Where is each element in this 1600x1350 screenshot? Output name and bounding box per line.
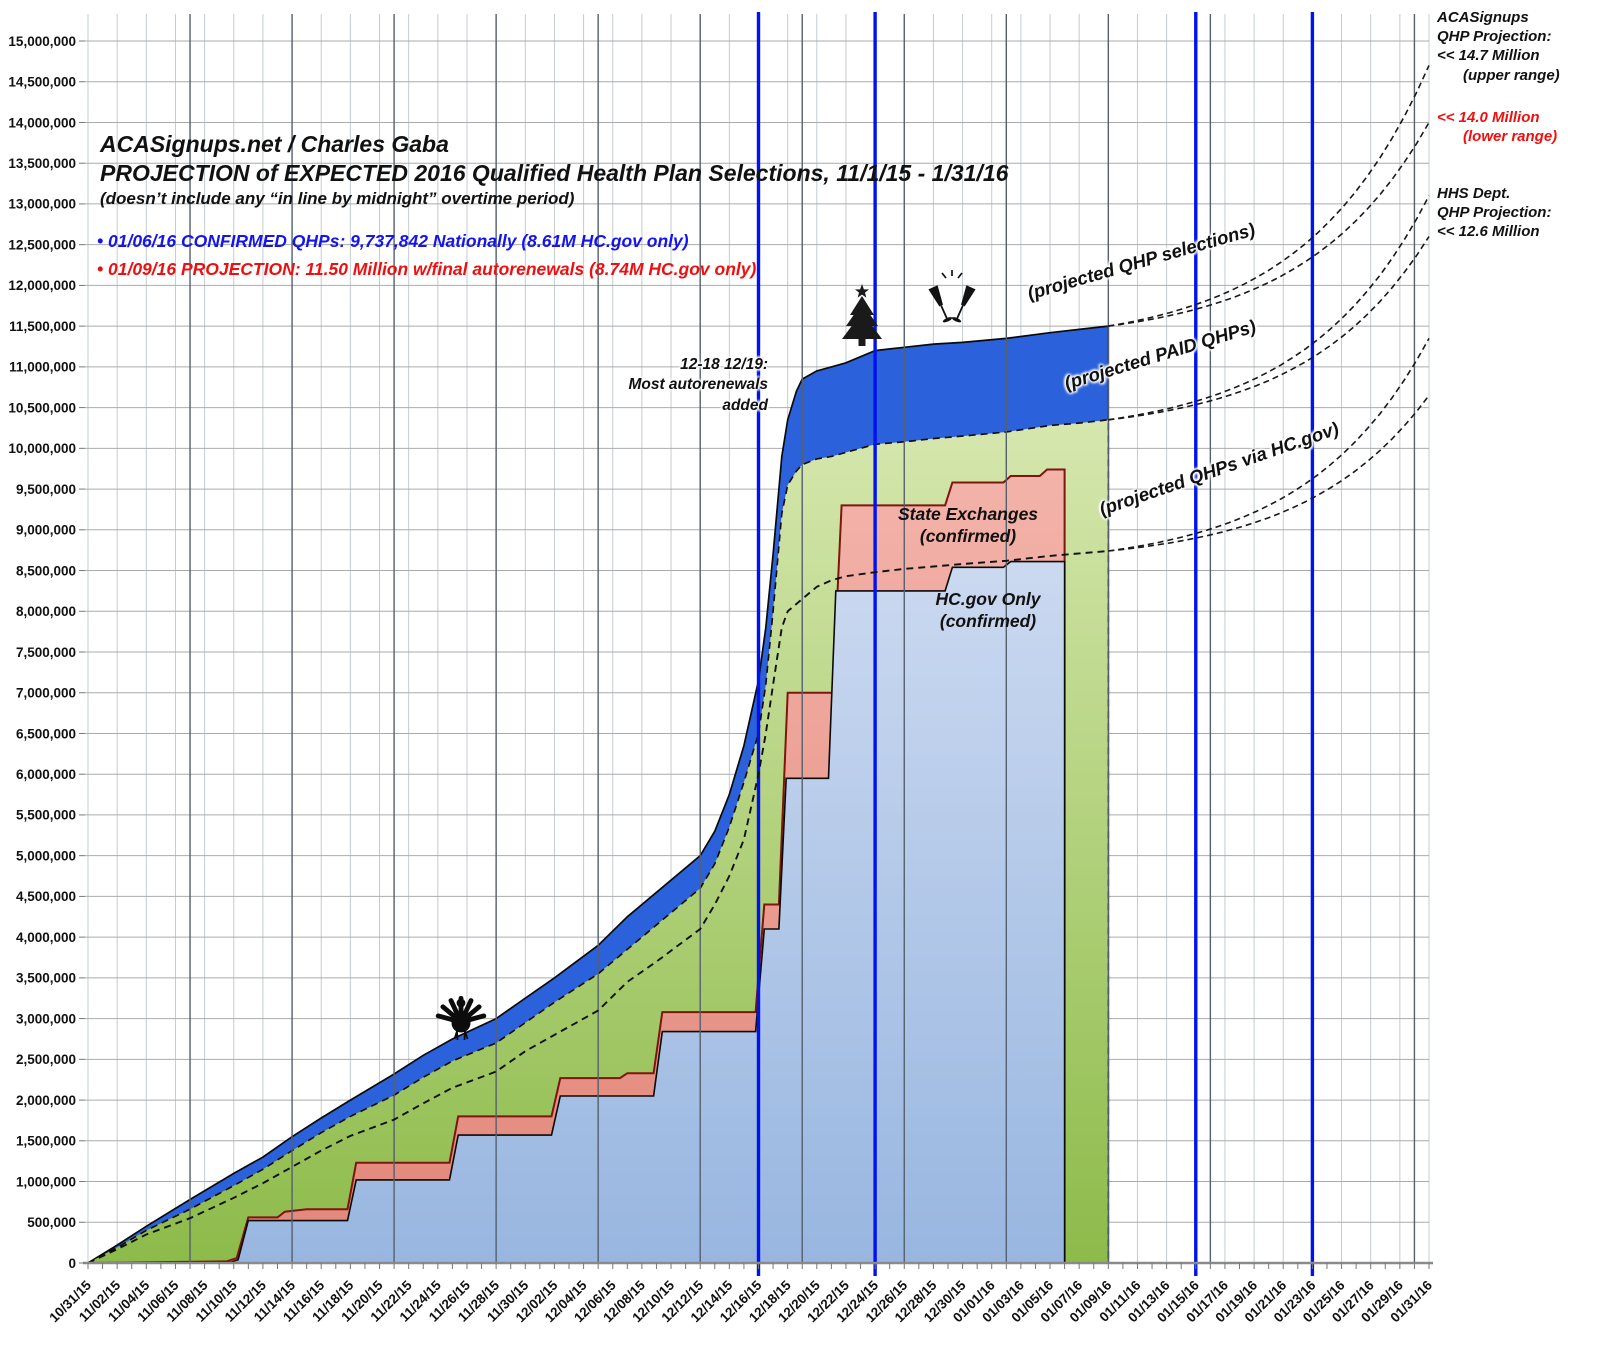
christmas-tree-icon: [842, 284, 882, 346]
y-tick-label: 13,000,000: [8, 197, 76, 212]
y-tick-label: 4,000,000: [16, 930, 76, 945]
y-tick-label: 12,500,000: [8, 237, 76, 252]
fan-projection-curve: [1108, 65, 1430, 327]
y-tick-label: 9,500,000: [16, 482, 76, 497]
autorenewals-note: 12-18 12/19: Most autorenewals added: [600, 355, 768, 416]
y-tick-label: 11,000,000: [9, 360, 76, 375]
fan-projection-curve: [1108, 394, 1430, 552]
y-tick-label: 10,500,000: [8, 400, 76, 415]
acasignups-projection-annotation: ACASignups QHP Projection: << 14.7 Milli…: [1437, 8, 1560, 85]
acas-proj-lower-value: << 14.0 Million: [1437, 109, 1540, 126]
acas-proj-line1: ACASignups: [1437, 9, 1529, 26]
y-tick-label: 14,500,000: [8, 75, 76, 90]
hhs-proj-line1: HHS Dept.: [1437, 185, 1511, 202]
autorenewals-note-line1: 12-18 12/19:: [680, 356, 768, 373]
y-tick-label: 9,000,000: [16, 523, 76, 538]
y-tick-label: 8,000,000: [16, 604, 76, 619]
hhs-proj-value: << 12.6 Million: [1437, 223, 1540, 241]
chart-title: PROJECTION of EXPECTED 2016 Qualified He…: [100, 160, 1009, 186]
y-tick-label: 500,000: [27, 1215, 76, 1230]
chart-subtitle: (doesn’t include any “in line by midnigh…: [100, 189, 575, 208]
y-tick-label: 5,000,000: [16, 848, 76, 863]
hcgov-only-label: HC.gov Only (confirmed): [888, 589, 1088, 633]
y-tick-label: 0: [68, 1256, 76, 1271]
state-exchanges-label: State Exchanges (confirmed): [868, 504, 1068, 548]
turkey-icon: [435, 996, 487, 1041]
y-tick-label: 1,000,000: [16, 1174, 76, 1189]
y-tick-label: 10,000,000: [8, 441, 76, 456]
autorenewals-note-line3: added: [722, 396, 768, 414]
fan-projection-curve: [1108, 236, 1430, 421]
y-tick-label: 7,500,000: [16, 645, 76, 660]
state-exchanges-label-line2: (confirmed): [919, 525, 1017, 546]
star-icon: [855, 284, 869, 298]
fan-projection-curve: [1108, 122, 1430, 327]
acasignups-lower-annotation: << 14.0 Million (lower range): [1437, 108, 1557, 146]
autorenewals-note-line2: Most autorenewals: [628, 376, 768, 394]
acas-proj-upper-value: << 14.7 Million: [1437, 47, 1540, 65]
y-tick-label: 11,500,000: [9, 319, 76, 334]
y-tick-label: 12,000,000: [8, 278, 76, 293]
y-tick-label: 3,500,000: [16, 971, 76, 986]
hhs-projection-annotation: HHS Dept. QHP Projection: << 12.6 Millio…: [1437, 184, 1551, 242]
acas-proj-lower-range: (lower range): [1463, 128, 1558, 146]
y-tick-label: 6,500,000: [16, 726, 76, 741]
state-exchanges-label-line1: State Exchanges: [897, 504, 1039, 524]
y-tick-label: 1,500,000: [16, 1134, 76, 1149]
fan-projection-curve: [1108, 338, 1430, 552]
y-tick-label: 4,500,000: [16, 889, 76, 904]
hcgov-only-label-line2: (confirmed): [939, 610, 1037, 631]
hhs-proj-line2: QHP Projection:: [1437, 204, 1552, 222]
champagne-glasses-icon: [928, 270, 976, 323]
y-tick-label: 3,000,000: [16, 1011, 76, 1026]
y-tick-label: 5,500,000: [16, 808, 76, 823]
acas-proj-line2: QHP Projection:: [1437, 28, 1552, 46]
confirmed-qhps-note: • 01/06/16 CONFIRMED QHPs: 9,737,842 Nat…: [97, 231, 689, 251]
y-tick-label: 13,500,000: [8, 156, 76, 171]
y-tick-label: 14,000,000: [8, 115, 76, 130]
y-tick-label: 7,000,000: [16, 686, 76, 701]
projection-qhps-note: • 01/09/16 PROJECTION: 11.50 Million w/f…: [97, 259, 757, 279]
data-areas: [87, 325, 1110, 1264]
y-tick-label: 6,000,000: [16, 767, 76, 782]
acas-proj-upper-range: (upper range): [1463, 66, 1560, 84]
chart-attribution: ACASignups.net / Charles Gaba: [100, 131, 449, 157]
y-tick-label: 8,500,000: [16, 563, 76, 578]
y-tick-label: 15,000,000: [8, 34, 76, 49]
projection-lines: [87, 65, 1430, 1264]
hcgov-only-label-line1: HC.gov Only: [935, 589, 1041, 609]
fan-projection-curve: [1108, 195, 1430, 421]
holiday-icons: [435, 270, 976, 1041]
y-tick-label: 2,000,000: [16, 1093, 76, 1108]
y-tick-label: 2,500,000: [16, 1052, 76, 1067]
